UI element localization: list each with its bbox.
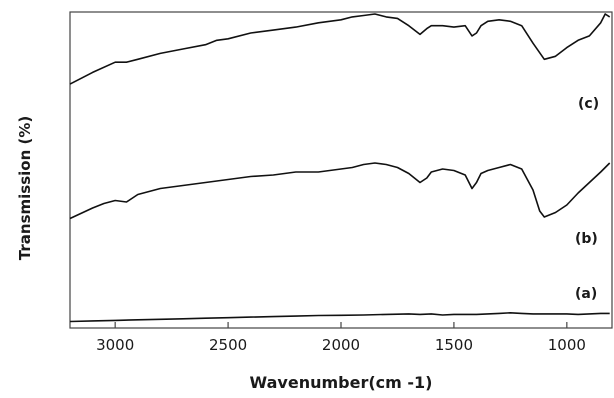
- y-axis-title: Transmission (%): [16, 116, 34, 260]
- plot-frame: [69, 11, 613, 329]
- x-tick-label: 1000: [548, 336, 586, 354]
- x-axis-ticks: 3000 2500 2000 1500 1000: [96, 322, 586, 354]
- x-axis-title: Wavenumber(cm -1): [250, 373, 433, 392]
- series-line-a: [69, 312, 610, 323]
- series-layer: (c) (b) (a): [69, 13, 611, 323]
- series-label-a: (a): [575, 286, 597, 302]
- series-line-c: [69, 13, 611, 85]
- series-label-c: (c): [578, 96, 599, 112]
- x-tick-label: 2500: [209, 336, 247, 354]
- x-tick-label: 3000: [96, 336, 134, 354]
- x-tick-label: 2000: [322, 336, 360, 354]
- x-tick-label: 1500: [435, 336, 473, 354]
- series-line-b: [69, 162, 611, 220]
- series-label-b: (b): [575, 231, 598, 247]
